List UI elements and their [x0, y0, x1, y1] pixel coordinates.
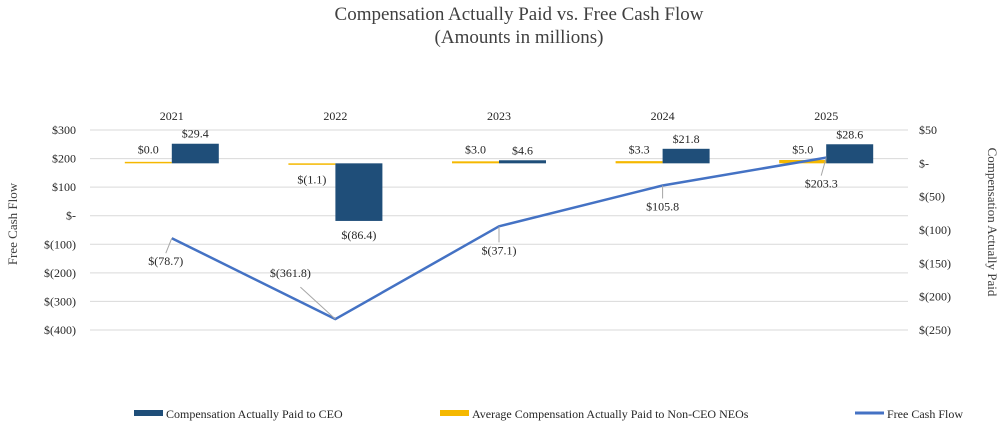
data-label-fcf: $(37.1) [482, 243, 517, 257]
data-label-ceo: $28.6 [836, 127, 863, 141]
bar-non-ceo-neo [124, 161, 172, 164]
right-axis-ticks: $50 $- $(50) $(100) $(150) $(200) $(250) [919, 123, 951, 337]
bar-non-ceo-neo [288, 163, 336, 165]
left-tick-label: $- [66, 209, 76, 223]
legend: Compensation Actually Paid to CEO Averag… [134, 407, 963, 421]
right-tick-label: $50 [919, 123, 937, 137]
fcf-leader-line [300, 286, 336, 320]
data-label-fcf: $105.8 [646, 199, 679, 213]
data-labels: $0.0 $29.4 $(1.1) $(86.4) $3.0 $4.6 $3.3 $21.8 $… [138, 127, 863, 280]
category-label: 2025 [814, 109, 838, 123]
bar-ceo [335, 163, 383, 221]
right-axis-label: Compensation Actually Paid [985, 148, 1000, 297]
data-label-non-ceo-neo: $3.3 [629, 142, 650, 156]
data-label-ceo: $21.8 [673, 132, 700, 146]
legend-swatch-ceo [134, 410, 163, 416]
category-label: 2023 [487, 109, 511, 123]
left-tick-label: $(400) [44, 323, 76, 337]
chart-subtitle: (Amounts in millions) [435, 27, 604, 48]
category-label: 2022 [323, 109, 347, 123]
data-label-fcf: $(361.8) [270, 266, 311, 280]
legend-label-ceo: Compensation Actually Paid to CEO [166, 407, 343, 421]
right-tick-label: $(150) [919, 256, 951, 270]
left-tick-label: $(300) [44, 294, 76, 308]
data-label-fcf: $203.3 [805, 177, 838, 191]
right-tick-label: $- [919, 156, 929, 170]
bars [124, 143, 874, 221]
fcf-leader-line [165, 238, 173, 254]
right-tick-label: $(200) [919, 290, 951, 304]
data-label-ceo: $(86.4) [341, 228, 376, 242]
category-labels: 2021 2022 2023 2024 2025 [160, 109, 838, 123]
legend-swatch-neo [440, 410, 469, 416]
data-label-ceo: $4.6 [512, 143, 533, 157]
legend-label-fcf: Free Cash Flow [887, 407, 963, 421]
left-tick-label: $(200) [44, 266, 76, 280]
right-tick-label: $(100) [919, 223, 951, 237]
left-axis-ticks: $300 $200 $100 $- $(100) $(200) $(300) $(400) [44, 123, 76, 337]
left-tick-label: $300 [52, 123, 76, 137]
bar-ceo [662, 148, 710, 164]
category-label: 2021 [160, 109, 184, 123]
bar-ceo [499, 160, 546, 164]
left-tick-label: $(100) [44, 237, 76, 251]
left-tick-label: $200 [52, 152, 76, 166]
category-label: 2024 [651, 109, 675, 123]
data-label-ceo: $29.4 [182, 127, 209, 141]
left-tick-label: $100 [52, 180, 76, 194]
bar-non-ceo-neo [615, 161, 663, 164]
leader-lines [165, 157, 827, 320]
fcf-leader-line [820, 157, 827, 176]
chart-title: Compensation Actually Paid vs. Free Cash… [335, 4, 704, 25]
data-label-non-ceo-neo: $(1.1) [297, 172, 326, 186]
data-label-fcf: $(78.7) [148, 254, 183, 268]
left-axis-label: Free Cash Flow [5, 182, 20, 265]
legend-label-neo: Average Compensation Actually Paid to No… [472, 407, 749, 421]
gridlines [90, 129, 908, 331]
right-tick-label: $(50) [919, 190, 945, 204]
bar-ceo [171, 143, 219, 164]
data-label-non-ceo-neo: $5.0 [792, 142, 813, 156]
bar-ceo [826, 144, 874, 164]
bar-non-ceo-neo [452, 161, 499, 164]
right-tick-label: $(250) [919, 323, 951, 337]
data-label-non-ceo-neo: $3.0 [465, 142, 486, 156]
data-label-non-ceo-neo: $0.0 [138, 142, 159, 156]
